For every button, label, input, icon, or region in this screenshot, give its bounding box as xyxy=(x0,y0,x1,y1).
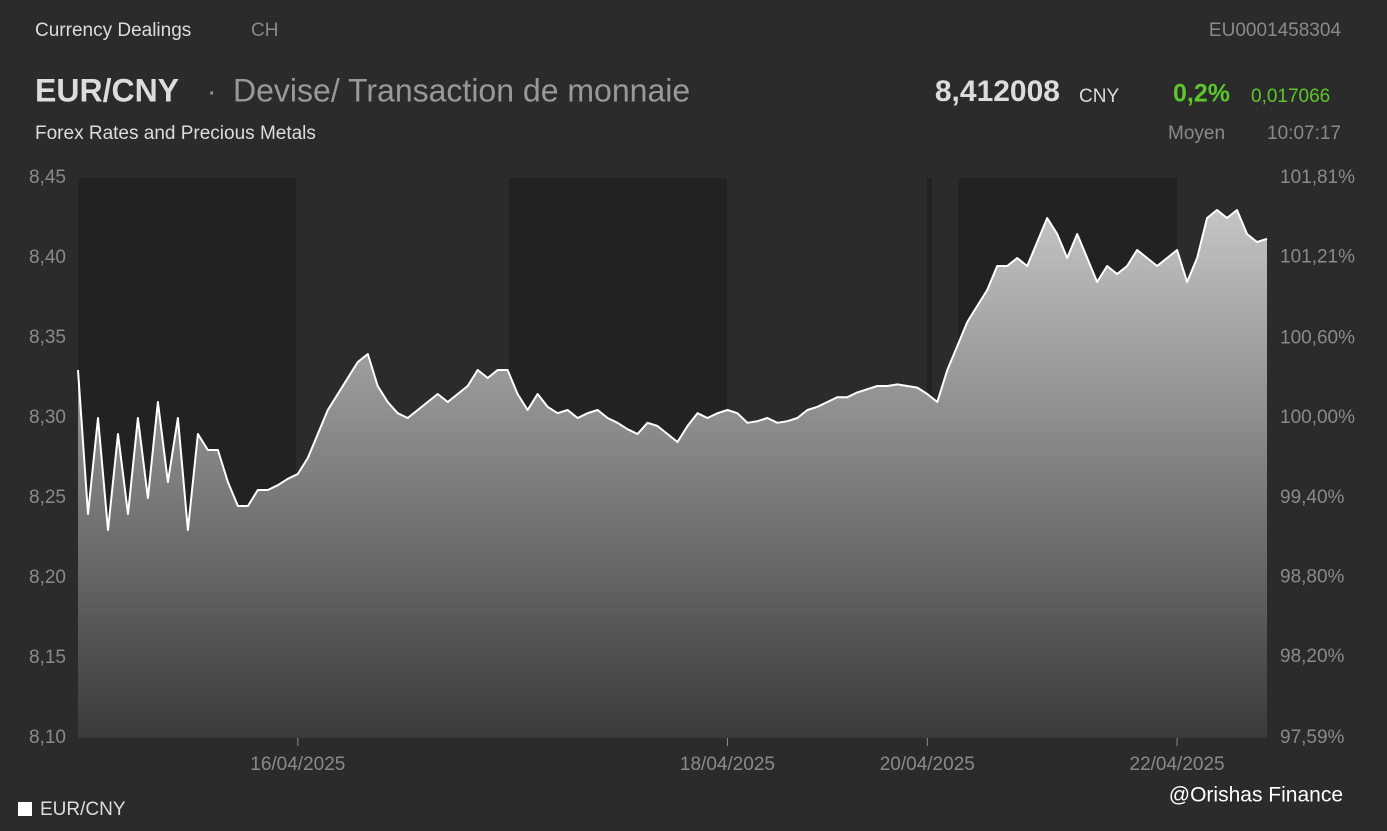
line xyxy=(77,209,1268,531)
change-pct: 0,2% xyxy=(1173,80,1230,108)
y-tick-label: 8,10 xyxy=(29,727,66,748)
watermark: @Orishas Finance xyxy=(1169,784,1343,807)
legend-swatch xyxy=(18,802,32,816)
y-tick-label: 8,45 xyxy=(29,167,66,188)
y-tick-label: 8,20 xyxy=(29,567,66,588)
isin: EU0001458304 xyxy=(1209,20,1341,41)
y-tick-label: 8,35 xyxy=(29,327,66,348)
price: 8,412008 xyxy=(935,75,1060,108)
x-tick-label: 22/04/2025 xyxy=(1130,754,1225,775)
market: CH xyxy=(251,20,278,41)
pair: EUR/CNY xyxy=(35,72,179,108)
time: 10:07:17 xyxy=(1267,123,1341,144)
currency: CNY xyxy=(1079,86,1119,107)
x-tick-label: 16/04/2025 xyxy=(250,754,345,775)
y2-tick-label: 100,60% xyxy=(1280,328,1355,349)
change-abs: 0,017066 xyxy=(1251,86,1330,107)
area xyxy=(78,210,1267,738)
y2-tick-label: 99,40% xyxy=(1280,487,1345,508)
y-tick-label: 8,40 xyxy=(29,247,66,268)
y2-tick-label: 98,80% xyxy=(1280,566,1345,587)
section: Currency Dealings xyxy=(35,20,191,41)
y2-tick-label: 98,20% xyxy=(1280,646,1345,667)
legend-label: EUR/CNY xyxy=(40,799,126,820)
y2-tick-label: 101,21% xyxy=(1280,247,1355,268)
y2-tick-label: 97,59% xyxy=(1280,727,1345,748)
separator: · xyxy=(207,75,216,106)
x-tick-label: 20/04/2025 xyxy=(880,754,975,775)
y-tick-label: 8,25 xyxy=(29,487,66,508)
subtitle: Forex Rates and Precious Metals xyxy=(35,123,316,144)
y-tick-label: 8,15 xyxy=(29,647,66,668)
description: Devise/ Transaction de monnaie xyxy=(233,72,690,108)
y-tick-label: 8,30 xyxy=(29,407,66,428)
price-type: Moyen xyxy=(1168,123,1225,144)
y2-tick-label: 101,81% xyxy=(1280,167,1355,188)
y2-tick-label: 100,00% xyxy=(1280,407,1355,428)
x-tick-label: 18/04/2025 xyxy=(680,754,775,775)
